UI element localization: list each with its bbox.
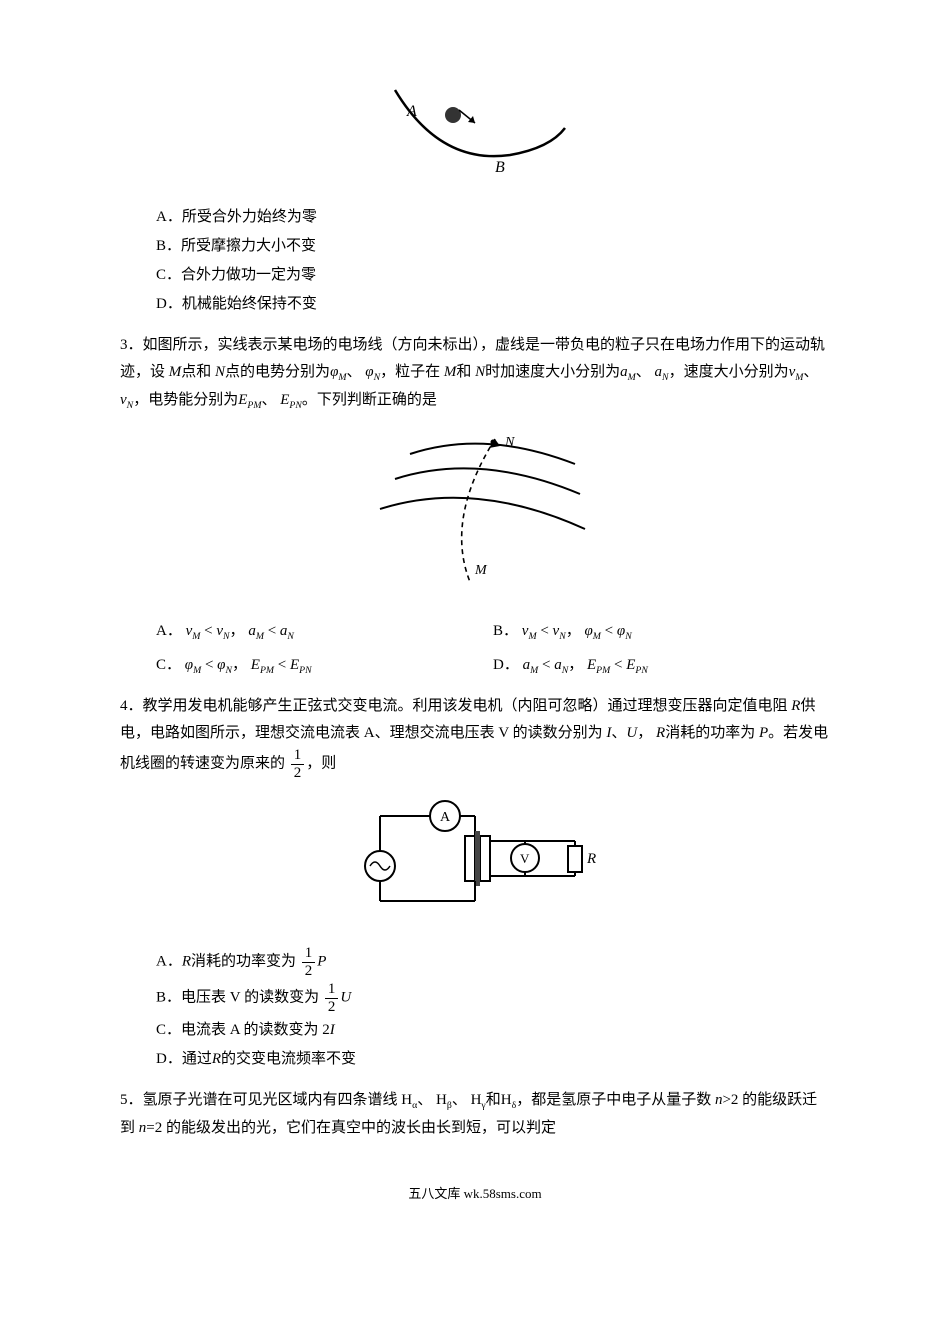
q3-EpN: EPN [280,392,302,408]
question-5: 5．氢原子光谱在可见光区域内有四条谱线 Hα、 Hβ、 Hγ和Hδ，都是氢原子中… [120,1087,830,1142]
q4-R2: R [656,725,665,741]
q3-phiM: φM [330,364,346,380]
q4-P: P [759,725,768,741]
q4-option-b: B．电压表 V 的读数变为 12U [120,981,830,1015]
q5-number: 5． [120,1092,143,1108]
q2-figure: A B [120,70,830,190]
q4-circuit-svg: A V R [345,791,605,921]
q3-N2: N [475,364,485,380]
page-footer: 五八文库 wk.58sms.com [120,1182,830,1205]
q3-text-9: 。下列判断正确的是 [302,392,437,408]
q4-option-c: C．电流表 A 的读数变为 2I [120,1017,830,1044]
fig1-label-a: A [406,103,417,120]
q3-text-2: 点和 [181,364,211,380]
q3-text-3: 点的电势分别为 [225,364,330,380]
question-4: 4．教学用发电机能够产生正弦式交变电流。利用该发电机（内阻可忽略）通过理想变压器… [120,693,830,781]
q4-option-a: A．R消耗的功率变为 12P [120,945,830,979]
q5-text-1: 氢原子光谱在可见光区域内有四条谱线 [143,1092,398,1108]
q4-text-4: ， [637,725,652,741]
q2-option-b: B．所受摩擦力大小不变 [120,233,830,260]
q3-text-5: 和 [456,364,471,380]
q3-figure: N M [120,424,830,604]
q3-field-svg: N M [355,424,595,594]
q3-phiN: φN [365,364,380,380]
q3-M1: M [169,364,182,380]
q3-text-4: ，粒子在 [380,364,440,380]
q3-vN: vN [120,392,133,408]
q3-option-a: A． vM < vN， aM < aN [156,618,493,646]
q3-number: 3． [120,337,143,353]
q4-figure: A V R [120,791,830,931]
q4-option-d: D．通过R的交变电流频率不变 [120,1046,830,1073]
q4-fig-V: V [520,851,530,866]
q3-option-b: B． vM < vN， φM < φN [493,618,830,646]
q2-option-d: D．机械能始终保持不变 [120,291,830,318]
q4-frac: 12 [291,747,305,781]
q3-aM: aM [620,364,636,380]
q3-EpM: EPM [238,392,261,408]
q5-text-5: =2 的能级发出的光，它们在真空中的波长由长到短，可以判定 [146,1120,556,1136]
q3-text-8: ，电势能分别为 [133,392,238,408]
q3-option-c: C． φM < φN， EPM < EPN [156,652,493,680]
q2-option-c: C．合外力做功一定为零 [120,262,830,289]
q5-text-3: ，都是氢原子中电子从量子数 [516,1092,711,1108]
q3-option-d: D． aM < aN， EPM < EPN [493,652,830,680]
q2-option-a: A．所受合外力始终为零 [120,204,830,231]
q3-fig-M: M [474,563,488,578]
q4-text-1: 教学用发电机能够产生正弦式交变电流。利用该发电机（内阻可忽略）通过理想变压器向定… [143,698,788,714]
q4-fig-R: R [586,851,596,867]
q3-vM: vM [789,364,804,380]
q3-aN: aN [655,364,669,380]
q5-Hd: Hδ [501,1092,516,1108]
q3-M2: M [444,364,457,380]
fig1-label-b: B [495,159,505,176]
q4-text-5: 消耗的功率为 [665,725,755,741]
q3-fig-N: N [504,435,515,450]
q5-text-2: 和 [486,1092,501,1108]
q3-text-7: ，速度大小分别为 [669,364,789,380]
q3-text-6: 时加速度大小分别为 [485,364,620,380]
question-3: 3．如图所示，实线表示某电场的电场线（方向未标出），虚线是一带负电的粒子只在电场… [120,332,830,414]
q4-text-3: 、 [611,725,626,741]
q4-U: U [626,725,637,741]
q4-number: 4． [120,698,143,714]
q5-Hb: Hβ [436,1092,452,1108]
q4-fig-A: A [440,810,451,825]
q3-options-row1: A． vM < vN， aM < aN B． vM < vN， φM < φN [120,618,830,646]
q3-options-row2: C． φM < φN， EPM < EPN D． aM < aN， EPM < … [120,652,830,680]
q4-text-7: ，则 [306,756,336,772]
q3-N1: N [215,364,225,380]
q5-Ha: Hα [401,1092,417,1108]
q5-Hg: Hγ [471,1092,486,1108]
q2-curve-svg: A B [365,70,585,180]
